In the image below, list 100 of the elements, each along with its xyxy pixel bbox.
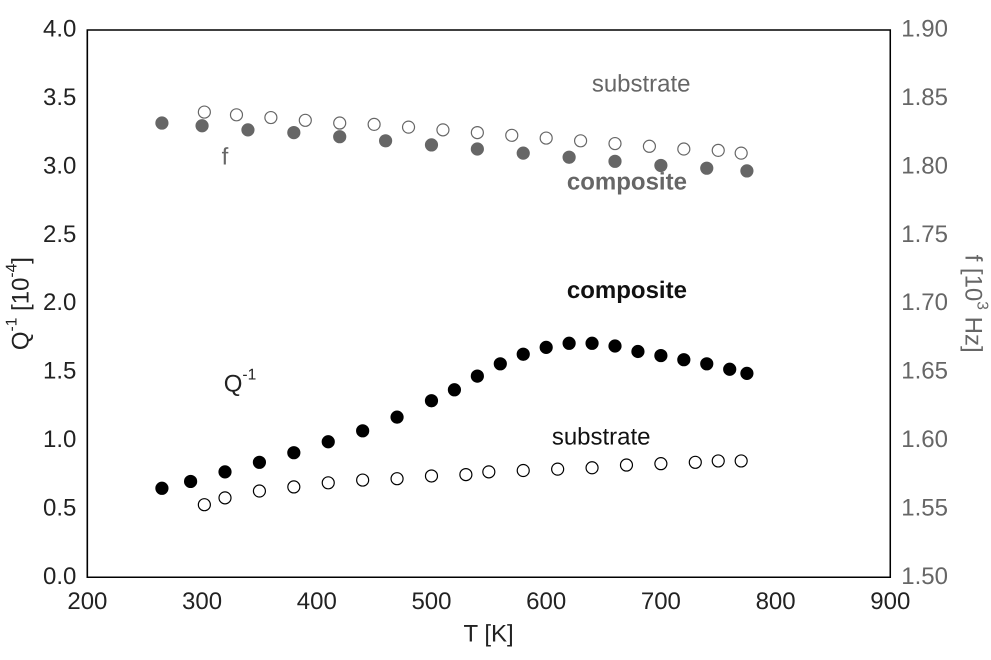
x-axis-title: T [K] (463, 620, 514, 648)
point (740, 164, 754, 178)
point (562, 150, 576, 164)
y2-tick-label: 1.65 (901, 358, 948, 385)
y2-tick-label: 1.60 (901, 426, 948, 454)
point (505, 128, 518, 142)
y-tick-label: 4.0 (42, 16, 76, 43)
point (424, 138, 438, 152)
point (287, 480, 300, 494)
point (322, 435, 335, 448)
point (700, 357, 714, 370)
annotation: f (222, 144, 229, 171)
point (654, 457, 668, 470)
point (424, 394, 438, 408)
y2-tick-label: 1.50 (901, 562, 948, 590)
point (723, 362, 736, 376)
x-tick-label: 700 (640, 588, 681, 616)
y-axis-title: Q-1 [10-4] (4, 257, 35, 350)
point (333, 130, 346, 144)
point (252, 456, 266, 469)
point (195, 119, 209, 132)
point (230, 108, 244, 122)
series-label: substrate (552, 424, 651, 451)
point (620, 458, 634, 472)
point (184, 474, 198, 488)
point (390, 472, 404, 486)
point (654, 158, 668, 172)
point (322, 476, 335, 490)
point (218, 491, 232, 504)
y-tick-label: 3.0 (42, 152, 76, 180)
x-tick-label: 400 (296, 588, 337, 616)
y2-tick-label: 1.70 (901, 289, 948, 316)
point (540, 340, 553, 354)
y2-tick-label: 1.90 (901, 16, 948, 43)
y-tick-label: 3.5 (42, 84, 76, 112)
y-tick-label: 0.5 (42, 494, 76, 522)
point (494, 357, 507, 370)
point (424, 469, 438, 483)
point (654, 348, 668, 362)
point (287, 446, 300, 460)
point (700, 162, 714, 175)
point (712, 454, 725, 468)
series-label: substrate (592, 70, 691, 98)
point (608, 136, 622, 150)
point (356, 473, 370, 487)
point (482, 465, 496, 478)
point (241, 123, 255, 136)
point (470, 370, 484, 383)
point (298, 114, 312, 127)
y-tick-label: 2.5 (42, 220, 76, 248)
point (368, 118, 381, 131)
point (540, 131, 553, 145)
y-tick-label: 1.0 (42, 426, 76, 454)
point (470, 126, 484, 140)
x-tick-label: 900 (870, 588, 910, 616)
point (155, 116, 169, 130)
point (516, 146, 530, 160)
point (402, 120, 416, 134)
x-tick-label: 200 (67, 588, 108, 616)
point (155, 482, 169, 495)
point (333, 116, 346, 130)
point (436, 123, 450, 136)
series-label: composite (566, 168, 687, 196)
y2-tick-label: 1.75 (901, 220, 948, 248)
point (608, 154, 622, 168)
point (631, 344, 645, 358)
y2-axis-title: f [103 Hz] (959, 254, 990, 353)
series-label: composite (566, 276, 687, 304)
y2-tick-label: 1.85 (901, 84, 948, 112)
point (740, 366, 754, 380)
y2-tick-label: 1.55 (901, 494, 948, 522)
point (585, 336, 599, 350)
point (264, 110, 278, 124)
point (252, 484, 266, 498)
point (516, 464, 530, 478)
point (218, 465, 232, 478)
point (198, 498, 211, 512)
point (677, 142, 690, 156)
point (459, 468, 472, 482)
point (448, 383, 462, 396)
point (356, 424, 370, 438)
point (734, 146, 748, 160)
point (688, 456, 702, 469)
point (642, 140, 656, 153)
point (734, 454, 748, 468)
point (585, 461, 599, 474)
point (712, 144, 725, 157)
point (390, 410, 404, 424)
y-tick-label: 2.0 (42, 289, 76, 316)
point (287, 126, 300, 140)
y-tick-label: 0.0 (42, 562, 76, 590)
point (608, 339, 622, 353)
y2-tick-label: 1.80 (901, 152, 948, 180)
point (551, 462, 564, 476)
point (470, 142, 484, 156)
x-tick-label: 800 (756, 588, 796, 616)
point (562, 336, 576, 350)
x-tick-label: 300 (182, 588, 222, 616)
point (574, 134, 588, 148)
point (378, 134, 392, 148)
